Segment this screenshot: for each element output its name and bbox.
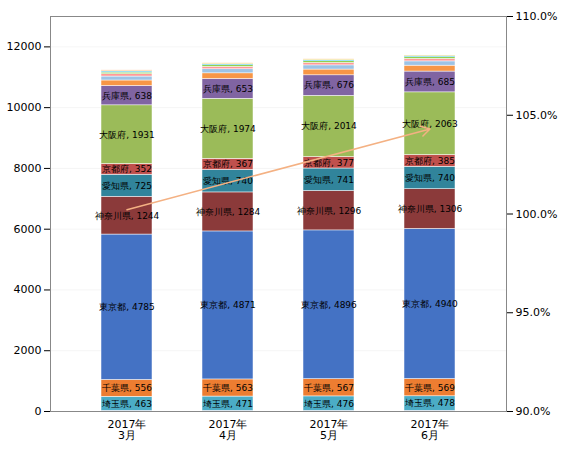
svg-text:埼玉県, 463: 埼玉県, 463 [101, 399, 152, 409]
svg-text:愛知県, 740: 愛知県, 740 [405, 173, 455, 183]
svg-text:京都府, 385: 京都府, 385 [405, 156, 455, 166]
svg-text:京都府, 352: 京都府, 352 [102, 164, 152, 174]
svg-text:神奈川県, 1296: 神奈川県, 1296 [297, 206, 362, 216]
svg-text:100.0%: 100.0% [516, 208, 558, 221]
svg-text:4000: 4000 [14, 283, 42, 296]
svg-text:110.0%: 110.0% [516, 10, 558, 23]
svg-text:2000: 2000 [14, 344, 42, 357]
svg-text:愛知県, 740: 愛知県, 740 [203, 176, 253, 187]
svg-text:神奈川県, 1244: 神奈川県, 1244 [95, 211, 160, 221]
svg-text:東京都, 4896: 東京都, 4896 [301, 300, 357, 310]
svg-text:埼玉県, 471: 埼玉県, 471 [202, 399, 253, 409]
svg-text:東京都, 4785: 東京都, 4785 [99, 302, 155, 312]
svg-text:神奈川県, 1306: 神奈川県, 1306 [398, 204, 463, 214]
svg-text:90.0%: 90.0% [516, 405, 551, 418]
svg-text:東京都, 4940: 東京都, 4940 [402, 299, 458, 309]
svg-text:大阪府, 1931: 大阪府, 1931 [99, 130, 155, 140]
svg-text:大阪府, 2014: 大阪府, 2014 [301, 121, 357, 131]
svg-text:95.0%: 95.0% [516, 306, 551, 319]
svg-text:千葉県, 556: 千葉県, 556 [102, 383, 152, 393]
svg-text:兵庫県, 685: 兵庫県, 685 [405, 77, 455, 87]
svg-text:千葉県, 563: 千葉県, 563 [203, 383, 253, 393]
svg-text:2017年4月: 2017年4月 [209, 418, 248, 442]
svg-text:埼玉県, 476: 埼玉県, 476 [303, 399, 354, 409]
svg-text:埼玉県, 478: 埼玉県, 478 [404, 398, 455, 408]
svg-text:京都府, 377: 京都府, 377 [304, 158, 354, 168]
svg-text:6000: 6000 [14, 223, 42, 236]
svg-text:大阪府, 2063: 大阪府, 2063 [402, 119, 458, 129]
svg-text:8000: 8000 [14, 162, 42, 175]
svg-text:105.0%: 105.0% [516, 109, 558, 122]
svg-text:2017年6月: 2017年6月 [411, 418, 450, 442]
svg-text:東京都, 4871: 東京都, 4871 [200, 300, 256, 310]
svg-text:2017年3月: 2017年3月 [108, 418, 147, 442]
svg-text:京都府, 367: 京都府, 367 [203, 159, 253, 169]
svg-text:10000: 10000 [7, 101, 42, 114]
svg-text:2017年5月: 2017年5月 [310, 418, 349, 442]
svg-text:兵庫県, 653: 兵庫県, 653 [203, 84, 253, 94]
svg-text:愛知県, 725: 愛知県, 725 [102, 181, 152, 191]
svg-text:0: 0 [35, 405, 42, 418]
svg-text:大阪府, 1974: 大阪府, 1974 [200, 124, 256, 134]
svg-text:兵庫県, 638: 兵庫県, 638 [102, 91, 152, 101]
svg-text:愛知県, 741: 愛知県, 741 [304, 175, 354, 185]
svg-text:12000: 12000 [7, 40, 42, 53]
svg-text:神奈川県, 1284: 神奈川県, 1284 [196, 207, 261, 217]
svg-text:兵庫県, 676: 兵庫県, 676 [304, 80, 354, 90]
svg-text:千葉県, 567: 千葉県, 567 [304, 383, 354, 393]
svg-text:千葉県, 569: 千葉県, 569 [405, 383, 455, 393]
